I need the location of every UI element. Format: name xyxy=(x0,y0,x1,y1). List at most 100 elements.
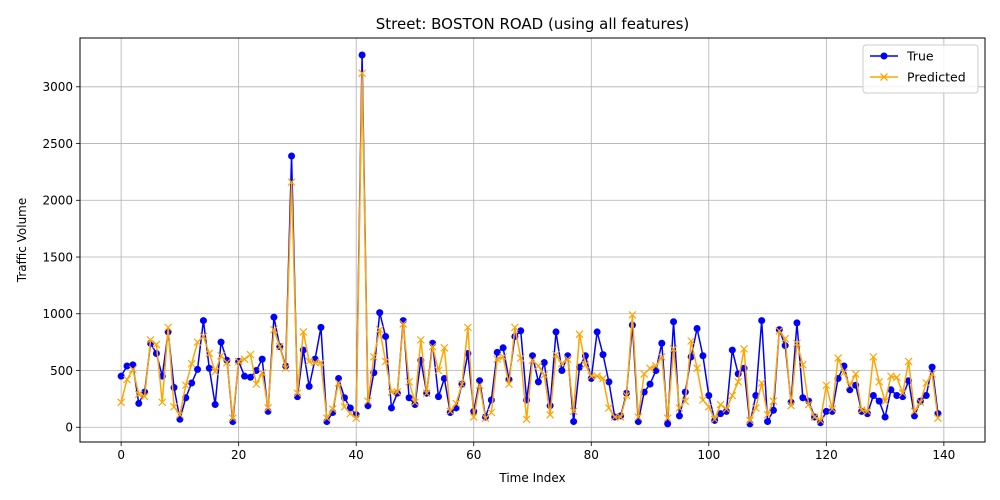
data-point-true xyxy=(229,418,237,426)
data-point-true xyxy=(476,377,484,385)
data-point-predicted xyxy=(622,391,631,400)
x-tick-label: 140 xyxy=(932,448,955,462)
data-point-true xyxy=(893,391,901,399)
data-point-predicted xyxy=(217,351,225,360)
data-point-true xyxy=(123,362,131,370)
data-point-predicted xyxy=(334,379,343,387)
data-point-predicted xyxy=(128,365,137,374)
data-point-true xyxy=(335,374,343,382)
data-point-true xyxy=(358,51,366,59)
data-point-true xyxy=(170,384,178,392)
chart-title: Street: BOSTON ROAD (using all features) xyxy=(376,15,690,33)
data-point-predicted xyxy=(610,413,619,421)
data-point-true xyxy=(117,372,125,380)
data-point-true xyxy=(634,418,642,426)
data-point-predicted xyxy=(340,402,349,411)
data-point-true xyxy=(711,416,719,424)
data-point-predicted xyxy=(275,342,284,351)
data-point-predicted xyxy=(463,323,472,332)
data-point-true xyxy=(264,407,272,415)
data-point-predicted xyxy=(816,416,825,425)
y-tick-label: 2500 xyxy=(42,137,73,151)
data-point-predicted xyxy=(628,310,637,319)
data-point-predicted xyxy=(798,360,807,369)
data-point-predicted xyxy=(505,380,513,389)
data-point-true xyxy=(434,393,442,401)
data-point-true xyxy=(387,404,395,412)
data-point-predicted xyxy=(458,380,466,389)
data-point-true xyxy=(364,402,372,410)
data-point-true xyxy=(799,394,807,402)
data-point-predicted xyxy=(322,414,331,423)
series-layer xyxy=(117,51,942,428)
data-point-predicted xyxy=(170,402,178,411)
data-point-true xyxy=(887,386,895,394)
data-point-predicted xyxy=(557,359,566,368)
data-point-predicted xyxy=(793,339,801,348)
data-point-predicted xyxy=(751,404,760,412)
data-point-true xyxy=(775,326,783,334)
data-point-true xyxy=(863,410,871,418)
data-point-true xyxy=(346,404,354,412)
data-point-predicted xyxy=(857,406,866,415)
data-point-predicted xyxy=(787,401,795,410)
series-line-predicted xyxy=(120,72,939,422)
data-point-true xyxy=(722,407,730,415)
data-point-true xyxy=(658,339,666,347)
legend: True Predicted xyxy=(862,44,979,94)
data-point-predicted xyxy=(663,414,672,423)
y-tick-label: 1500 xyxy=(42,250,73,264)
data-point-predicted xyxy=(604,404,613,412)
data-point-true xyxy=(705,391,713,399)
data-point-true xyxy=(670,318,678,326)
data-point-predicted xyxy=(763,410,772,419)
data-point-predicted xyxy=(369,352,378,361)
data-point-predicted xyxy=(681,397,690,406)
data-point-predicted xyxy=(710,415,719,424)
data-point-true xyxy=(746,420,754,428)
data-point-predicted xyxy=(581,360,590,369)
data-point-predicted xyxy=(599,374,607,383)
data-point-true xyxy=(288,152,296,160)
data-point-predicted xyxy=(364,397,372,406)
data-point-predicted xyxy=(287,178,296,187)
data-point-true xyxy=(922,391,930,399)
data-point-predicted xyxy=(305,357,314,366)
legend-predicted-label: Predicted xyxy=(907,70,966,85)
data-point-predicted xyxy=(146,335,155,344)
data-point-true xyxy=(570,418,578,426)
data-point-true xyxy=(764,418,772,426)
legend-predicted-marker xyxy=(880,73,888,81)
data-point-predicted xyxy=(734,377,743,386)
data-point-true xyxy=(176,415,184,423)
data-point-true xyxy=(241,372,249,380)
data-point-predicted xyxy=(469,413,478,421)
data-point-predicted xyxy=(393,388,402,396)
data-point-predicted xyxy=(569,407,578,416)
data-point-predicted xyxy=(487,408,496,417)
data-point-predicted xyxy=(851,369,860,378)
data-point-predicted xyxy=(234,357,243,366)
data-point-predicted xyxy=(158,398,167,407)
data-point-predicted xyxy=(892,373,901,382)
data-point-true xyxy=(646,380,654,388)
data-point-true xyxy=(858,407,866,415)
x-tick-label: 40 xyxy=(349,448,364,462)
data-point-predicted xyxy=(845,381,854,390)
data-point-predicted xyxy=(746,416,754,425)
data-point-predicted xyxy=(493,355,502,364)
data-point-predicted xyxy=(446,407,455,416)
data-point-predicted xyxy=(552,350,560,359)
data-point-predicted xyxy=(140,392,149,401)
data-point-predicted xyxy=(722,405,731,414)
data-point-predicted xyxy=(840,368,848,377)
data-point-true xyxy=(188,379,196,387)
data-point-predicted xyxy=(375,325,384,334)
data-point-predicted xyxy=(522,415,531,424)
data-point-predicted xyxy=(804,400,813,409)
data-point-true xyxy=(429,339,437,347)
data-point-predicted xyxy=(534,362,543,370)
data-point-true xyxy=(728,346,736,354)
data-point-predicted xyxy=(328,405,337,414)
